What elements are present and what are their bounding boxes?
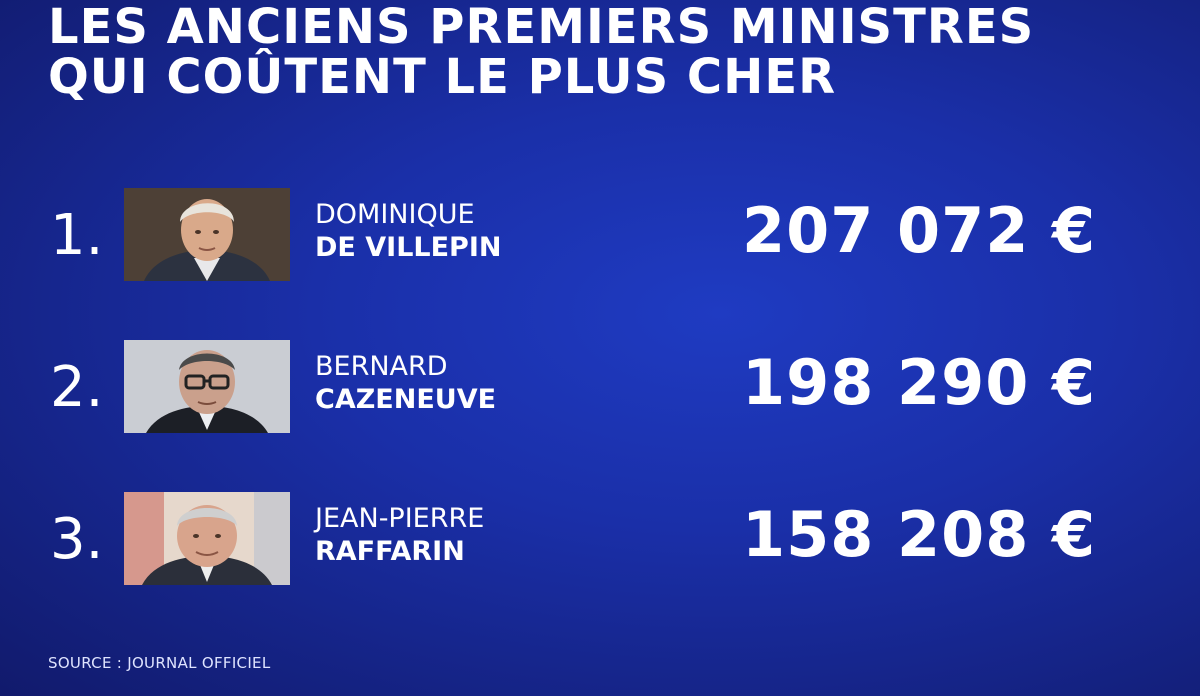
last-name: RAFFARIN (315, 536, 465, 567)
person-name: JEAN-PIERRE RAFFARIN (315, 502, 484, 568)
cost-amount: 207 072 € (742, 194, 1097, 267)
person-name: BERNARD CAZENEUVE (315, 350, 496, 416)
first-name: DOMINIQUE (315, 199, 475, 230)
rank-number: 2. (50, 355, 104, 420)
last-name: DE VILLEPIN (315, 232, 502, 263)
page-title: LES ANCIENS PREMIERS MINISTRES QUI COÛTE… (48, 2, 1188, 102)
person-name: DOMINIQUE DE VILLEPIN (315, 198, 501, 264)
ranking-row: 2. BERNARD CAZENEUVE 198 290 € (0, 340, 1200, 440)
portrait-photo (124, 492, 290, 585)
last-name: CAZENEUVE (315, 384, 497, 415)
ranking-row: 3. JEAN-PIERRE RAFFARIN 158 208 € (0, 492, 1200, 592)
title-line-2: QUI COÛTENT LE PLUS CHER (48, 49, 837, 105)
portrait-photo (124, 188, 290, 281)
rank-number: 1. (50, 203, 104, 268)
first-name: BERNARD (315, 351, 448, 382)
cost-amount: 158 208 € (742, 498, 1097, 571)
first-name: JEAN-PIERRE (315, 503, 485, 534)
portrait-photo (124, 340, 290, 433)
source-note: SOURCE : JOURNAL OFFICIEL (48, 654, 271, 672)
ranking-row: 1. DOMINIQUE DE VILLEPIN 207 072 € (0, 188, 1200, 288)
rank-number: 3. (50, 507, 104, 572)
title-line-1: LES ANCIENS PREMIERS MINISTRES (48, 0, 1035, 55)
cost-amount: 198 290 € (742, 346, 1097, 419)
